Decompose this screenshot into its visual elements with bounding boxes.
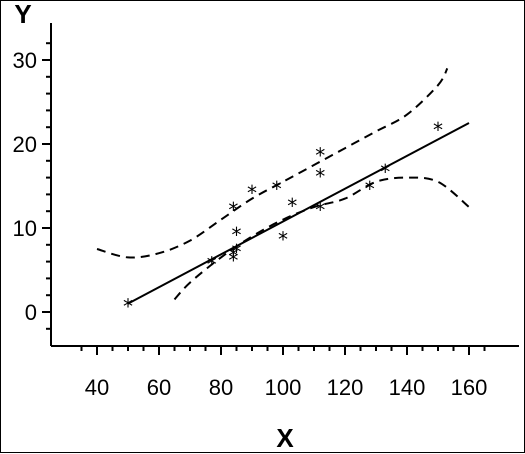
- data-point: *: [228, 244, 238, 268]
- x-axis-title: X: [276, 423, 294, 453]
- data-point: *: [228, 198, 238, 222]
- y-tick-label: 0: [25, 300, 37, 325]
- x-tick-label: 100: [265, 375, 302, 400]
- data-point: *: [278, 227, 288, 251]
- y-tick-label: 20: [13, 132, 37, 157]
- data-point: *: [433, 118, 443, 142]
- data-points: ** ****** *** ******: [123, 118, 443, 318]
- x-tick-label: 80: [209, 375, 233, 400]
- data-point: *: [315, 198, 325, 222]
- data-point: *: [232, 240, 242, 264]
- x-tick-label: 60: [147, 375, 171, 400]
- axes: [50, 23, 519, 347]
- data-point: *: [365, 177, 375, 201]
- y-axis-title: Y: [14, 1, 31, 29]
- data-point: *: [287, 194, 297, 218]
- data-point: *: [315, 143, 325, 167]
- y-tick-label: 10: [13, 216, 37, 241]
- data-point: *: [247, 181, 257, 205]
- data-point: *: [123, 295, 133, 319]
- curves: [96, 67, 470, 305]
- lower-confidence-band: [173, 176, 470, 301]
- data-point: *: [232, 223, 242, 247]
- data-point: *: [228, 248, 238, 272]
- data-point: *: [207, 253, 217, 277]
- x-tick-label: 120: [327, 375, 364, 400]
- regression-line: [127, 122, 470, 305]
- data-point: *: [380, 160, 390, 184]
- x-tick-label: 40: [85, 375, 109, 400]
- y-tick-label: 30: [13, 48, 37, 73]
- y-ticks: 0 10 20 30: [13, 42, 51, 330]
- data-point: *: [315, 164, 325, 188]
- x-tick-label: 140: [389, 375, 426, 400]
- x-ticks: 40 60 80 100 120 140 160: [80, 346, 488, 400]
- data-point: *: [272, 177, 282, 201]
- x-tick-label: 160: [451, 375, 488, 400]
- upper-confidence-band: [96, 67, 449, 259]
